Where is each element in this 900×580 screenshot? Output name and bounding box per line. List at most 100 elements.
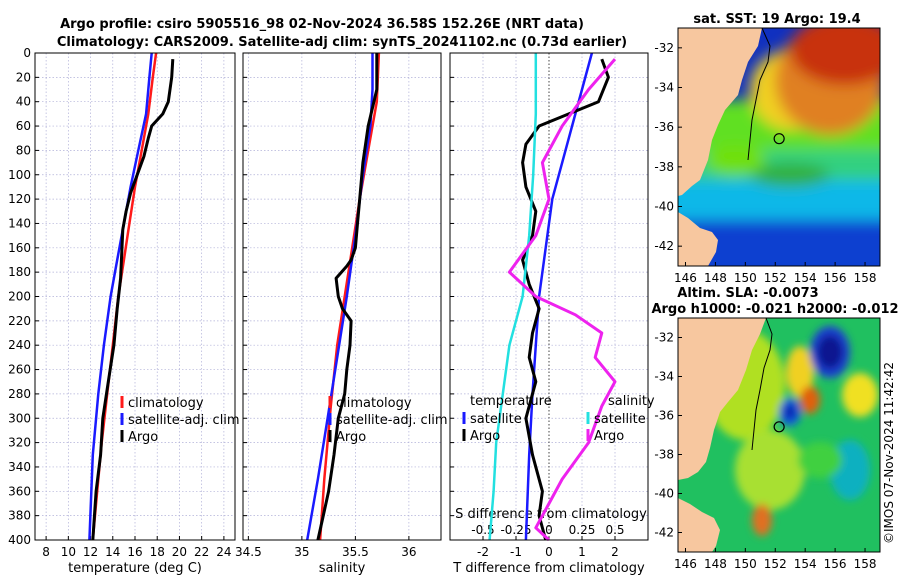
x-axis-label: T difference from climatology [452,561,645,576]
y-tick-label: 380 [8,509,31,523]
x-tick-label: 12 [83,545,98,559]
map-x-tick-label: 152 [764,557,787,571]
sst-isobath [747,28,771,161]
map-y-tick-label: -34 [654,370,674,384]
legend-label: climatology [336,396,412,411]
legend-label: climatology [128,396,204,411]
sla-argo-location-marker [773,421,785,433]
map-x-tick-label: 148 [704,271,727,285]
map-x-tick-label: 150 [734,271,757,285]
map-y-tick-label: -36 [654,409,674,423]
y-tick-label: 240 [8,338,31,352]
sla-land-south [678,498,720,552]
series-temperature-satellite [524,52,594,541]
y-tick-label: 120 [8,192,31,206]
y-tick-label: 220 [8,314,31,328]
y-tick-label: 360 [8,484,31,498]
x-tick-label: 8 [42,545,50,559]
y-tick-label: 80 [16,143,31,157]
main-title-line1: Argo profile: csiro 5905516_98 02-Nov-20… [60,17,584,32]
sla-map-title-1: Altim. SLA: -0.0073 [677,286,818,301]
legend-label: satellite-adj. clim [128,413,240,428]
sla-land [678,318,766,480]
map-y-tick-label: -40 [654,487,674,501]
series-argo [91,59,175,541]
temperature-panel: 8 10 12 14 16 18 20 22 2402040608010012014016018… [8,46,240,576]
map-y-tick-label: -38 [654,448,674,462]
x-tick-label: 18 [150,545,165,559]
x-axis-label: salinity [319,561,366,576]
legend-label: Argo [594,429,624,444]
map-x-tick-label: 150 [734,557,757,571]
secondary-x-tick-label: 0 [545,523,553,537]
legend-label: satellite [470,412,522,427]
main-title-line2: Climatology: CARS2009. Satellite-adj cli… [57,35,627,50]
salinity-panel: 34.5 35 35.5 36 salinity climatology satellite… [235,52,448,576]
sla-map: 146 148 150 152 154 156 158 -32 -34 -36 -38 -40 -42 [654,317,881,572]
secondary-x-tick-label: -0.5 [471,523,494,537]
map-y-tick-label: -32 [654,331,674,345]
map-y-tick-label: -36 [654,120,674,134]
y-tick-label: 280 [8,387,31,401]
y-tick-label: 160 [8,241,31,255]
y-tick-label: 340 [8,460,31,474]
map-x-tick-label: 156 [824,557,847,571]
y-tick-label: 260 [8,363,31,377]
map-y-tick-label: -40 [654,200,674,214]
sst-map: 146 148 150 152 154 156 158 -32 -34 -36 -38 -40 -42 [654,27,881,285]
difference-panel: -2 -1 0 1 2 T difference from climatology S di… [449,52,655,576]
sla-map-ticks: 146 148 150 152 154 156 158 -32 -34 -36 -38 -40 -42 [654,331,876,572]
y-tick-label: 40 [16,95,31,109]
x-tick-label: -1 [510,545,522,559]
x-axis-label: temperature (deg C) [68,561,202,576]
x-tick-label: 22 [194,545,209,559]
x-tick-label: 20 [172,545,187,559]
x-tick-label: 24 [216,545,231,559]
x-tick-label: 35 [294,545,309,559]
y-tick-label: 400 [8,533,31,547]
legend-label: Argo [470,429,500,444]
sst-map-title: sat. SST: 19 Argo: 19.4 [693,12,860,27]
plot-frame [242,52,442,541]
y-tick-label: 140 [8,216,31,230]
map-x-tick-label: 158 [854,271,877,285]
map-y-tick-label: -32 [654,41,674,55]
x-tick-label: 35.5 [342,545,369,559]
x-tick-label: 16 [127,545,142,559]
sst-land-south [678,212,718,266]
y-tick-label: 60 [16,119,31,133]
series-temperature-argo [521,58,610,541]
x-tick-label: 10 [61,545,76,559]
x-tick-label: -2 [477,545,489,559]
imos-timestamp: ©IMOS 07-Nov-2024 11:42:42 [882,362,896,544]
x-tick-label: 36 [401,545,416,559]
sst-map-frame [677,27,881,267]
legend-label: satellite-adj. clim [336,413,448,428]
secondary-x-tick-label: 0.25 [569,523,596,537]
map-y-tick-label: -34 [654,81,674,95]
x-tick-label: 2 [611,545,619,559]
map-x-tick-label: 146 [674,271,697,285]
x-tick-label: 0 [545,545,553,559]
y-tick-label: 200 [8,290,31,304]
series-salinity-satellite [488,53,538,541]
y-tick-label: 0 [23,46,31,60]
map-x-tick-label: 152 [764,271,787,285]
y-tick-label: 320 [8,436,31,450]
map-x-tick-label: 154 [794,271,817,285]
y-tick-label: 300 [8,411,31,425]
map-y-tick-label: -38 [654,160,674,174]
map-x-tick-label: 156 [824,271,847,285]
secondary-x-tick-label: 0.5 [605,523,624,537]
map-y-tick-label: -42 [654,526,674,540]
legend-label: Argo [128,430,158,445]
map-y-tick-label: -42 [654,239,674,253]
sst-land [678,28,762,196]
secondary-x-axis-label: S difference from climatology [455,507,647,522]
map-x-tick-label: 154 [794,557,817,571]
y-tick-label: 100 [8,168,31,182]
sst-map-ticks: 146 148 150 152 154 156 158 -32 -34 -36 -38 -40 -42 [654,41,876,285]
legend-title-temperature: temperature [470,394,552,409]
x-tick-label: 34.5 [235,545,262,559]
